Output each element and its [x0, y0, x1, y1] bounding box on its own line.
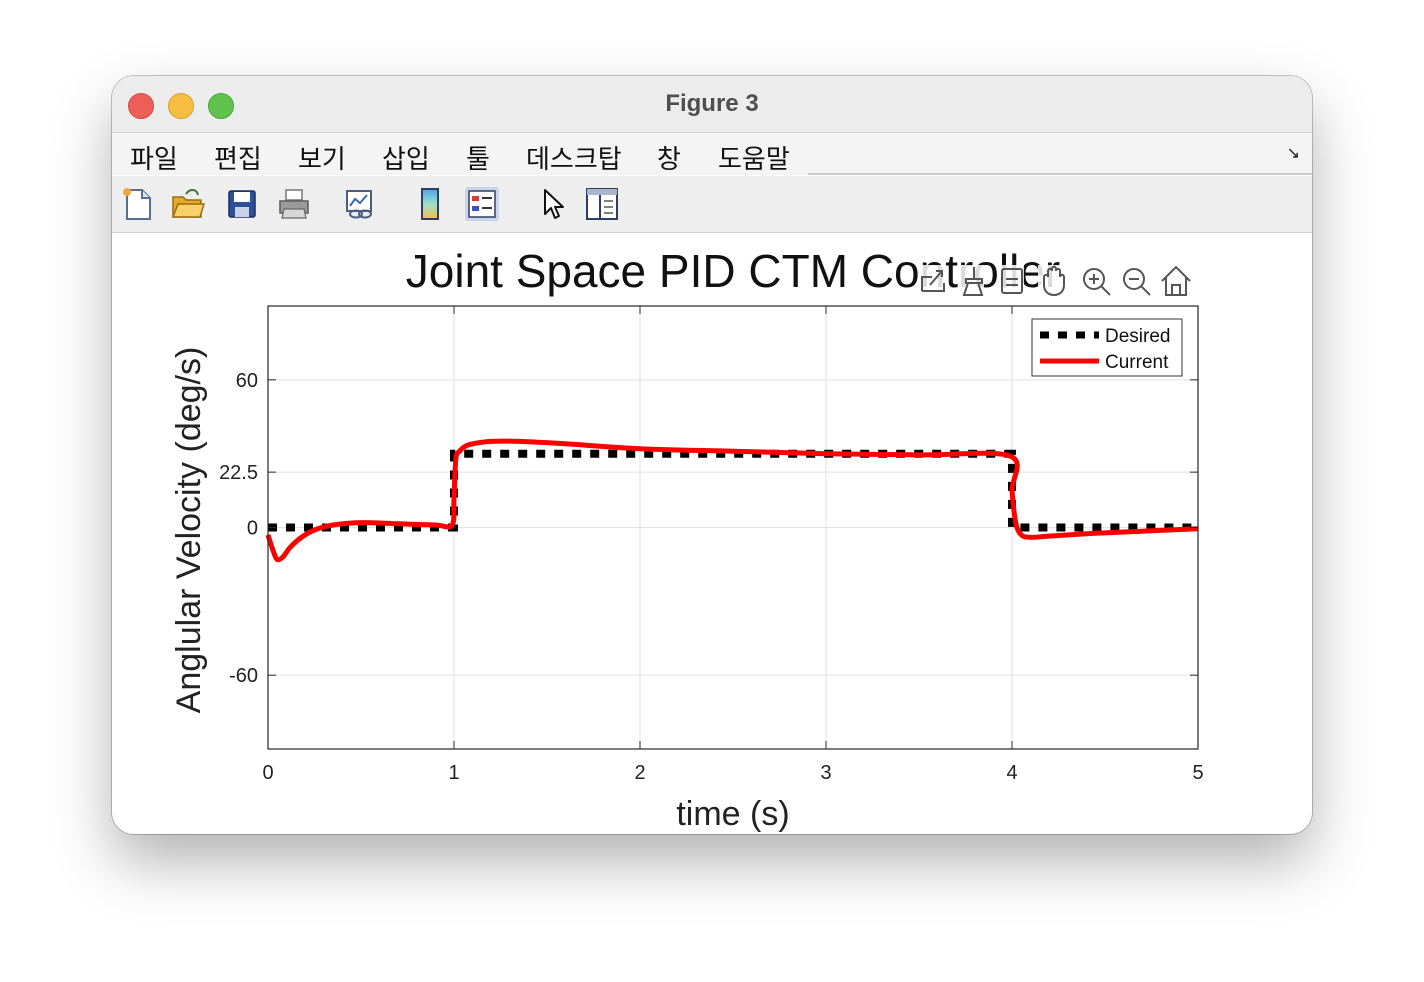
property-editor-icon[interactable] — [584, 186, 620, 222]
y-tick-label: 22.5 — [219, 462, 258, 484]
export-icon[interactable] — [918, 265, 945, 295]
pan-hand-icon[interactable] — [1038, 265, 1070, 297]
figure-toolbar — [112, 176, 1312, 233]
y-tick-label: 0 — [247, 518, 258, 540]
tick-labels: 0 1 2 3 4 5 -60 0 22.5 60 — [219, 370, 1204, 784]
colorbar-icon[interactable] — [412, 186, 448, 222]
menu-help[interactable]: 도움말 — [718, 144, 790, 174]
chart-svg: 0 1 2 3 4 5 -60 0 22.5 60 Joint Space PID CTM Con… — [170, 245, 1204, 833]
maximize-window-button[interactable] — [208, 93, 234, 119]
x-tick-label: 5 — [1192, 762, 1203, 784]
chart-title: Joint Space PID CTM Controller — [406, 245, 1060, 297]
legend: Desired Current — [1031, 318, 1183, 377]
menu-bar: 파일 편집 보기 삽입 툴 데스크탑 창 도움말 ↘ — [112, 133, 1312, 175]
zoom-in-icon[interactable] — [1080, 265, 1112, 297]
plot-area: 0 1 2 3 4 5 -60 0 22.5 60 Joint Space PID CTM Con… — [112, 233, 1312, 834]
menu-insert[interactable]: 삽입 — [382, 144, 430, 174]
menu-file[interactable]: 파일 — [130, 144, 178, 174]
menu-desktop[interactable]: 데스크탑 — [526, 144, 622, 174]
print-icon[interactable] — [276, 186, 312, 222]
minimize-window-button[interactable] — [168, 93, 194, 119]
legend-icon[interactable] — [464, 186, 500, 222]
figure-window: Figure 3 파일 편집 보기 삽입 툴 데스크탑 창 도움말 ↘ — [112, 76, 1312, 834]
menu-tools[interactable]: 툴 — [466, 144, 490, 174]
legend-box — [1031, 318, 1183, 377]
axes-toolbar — [918, 265, 1192, 297]
home-icon[interactable] — [1160, 265, 1192, 297]
x-tick-label: 4 — [1006, 762, 1017, 784]
x-tick-label: 2 — [634, 762, 645, 784]
pointer-arrow-icon[interactable] — [536, 186, 572, 222]
save-disk-icon[interactable] — [224, 186, 260, 222]
legend-label-desired: Desired — [1105, 326, 1170, 347]
series-lines — [265, 438, 1199, 563]
x-tick-label: 1 — [448, 762, 459, 784]
brush-icon[interactable] — [958, 265, 984, 296]
window-title: Figure 3 — [665, 90, 759, 117]
title-bar: Figure 3 — [112, 76, 1312, 133]
series-line-current — [265, 438, 1199, 563]
series-line-desired — [268, 449, 1198, 532]
menu-view[interactable]: 보기 — [298, 144, 346, 174]
x-tick-label: 3 — [820, 762, 831, 784]
tick-marks — [267, 306, 1199, 749]
link-plot-icon[interactable] — [342, 186, 378, 222]
close-window-button[interactable] — [128, 93, 154, 119]
x-axis-label: time (s) — [676, 795, 789, 833]
menu-overflow-arrow-icon[interactable]: ↘ — [1286, 145, 1300, 162]
menu-divider — [808, 173, 1312, 175]
data-tips-icon[interactable] — [998, 265, 1024, 295]
legend-label-current: Current — [1105, 352, 1169, 373]
menu-window[interactable]: 창 — [657, 144, 681, 174]
open-folder-icon[interactable] — [170, 186, 206, 222]
zoom-out-icon[interactable] — [1120, 265, 1152, 297]
y-tick-label: -60 — [229, 665, 258, 687]
x-tick-label: 0 — [262, 762, 273, 784]
new-file-icon[interactable] — [120, 186, 156, 222]
menu-edit[interactable]: 편집 — [214, 144, 262, 174]
y-tick-label: 60 — [236, 370, 258, 392]
y-axis-label: Anglular Velocity (deg/s) — [170, 347, 208, 714]
